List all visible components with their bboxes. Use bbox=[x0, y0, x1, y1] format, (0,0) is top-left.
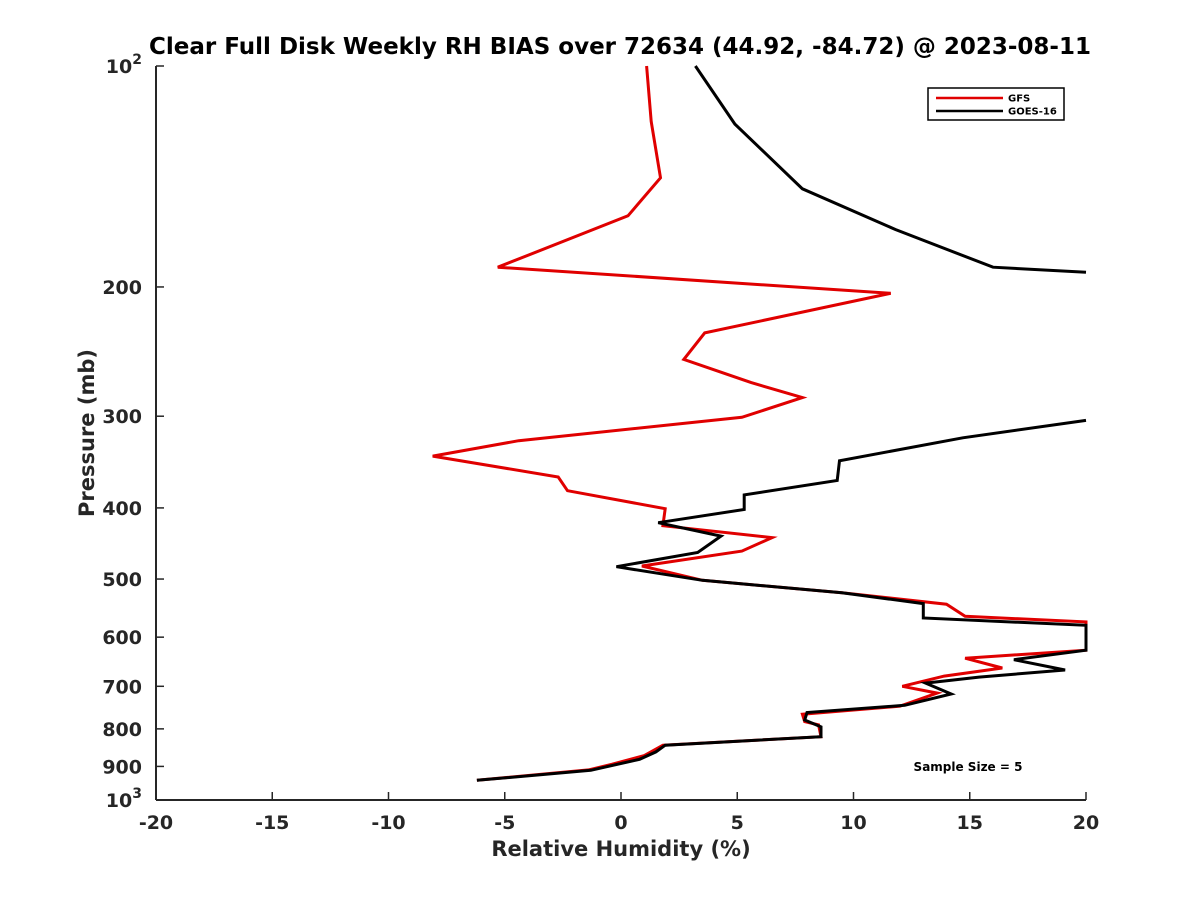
y-tick-label: 103 bbox=[106, 786, 142, 812]
legend-label-goes16: GOES-16 bbox=[1008, 107, 1057, 118]
x-tick-label: -15 bbox=[255, 812, 289, 834]
y-tick-exponent: 2 bbox=[132, 52, 142, 68]
x-axis-label: Relative Humidity (%) bbox=[491, 837, 750, 861]
y-tick-label: 102 bbox=[106, 52, 142, 78]
chart-title: Clear Full Disk Weekly RH BIAS over 7263… bbox=[149, 34, 1091, 60]
legend: GFS GOES-16 bbox=[927, 87, 1065, 121]
y-tick-label: 800 bbox=[102, 719, 142, 741]
y-tick-label: 600 bbox=[102, 627, 142, 649]
x-tick-label: -20 bbox=[139, 812, 173, 834]
sample-size-annotation: Sample Size = 5 bbox=[914, 760, 1023, 774]
x-tick-label: -10 bbox=[371, 812, 405, 834]
y-tick-label: 700 bbox=[102, 676, 142, 698]
y-tick-label: 500 bbox=[102, 569, 142, 591]
legend-label-gfs: GFS bbox=[1008, 94, 1030, 105]
legend-box bbox=[927, 87, 1065, 121]
y-tick-label: 300 bbox=[102, 406, 142, 428]
y-tick-label: 400 bbox=[102, 498, 142, 520]
y-tick-exponent: 3 bbox=[132, 786, 142, 802]
y-tick-label: 900 bbox=[102, 756, 142, 778]
x-tick-label: 0 bbox=[614, 812, 627, 834]
series-line-goes16 bbox=[476, 65, 1088, 782]
y-tick-base: 10 bbox=[106, 790, 132, 812]
x-tick-label: 5 bbox=[731, 812, 744, 834]
series-layer bbox=[432, 65, 1088, 782]
y-tick-label: 200 bbox=[102, 277, 142, 299]
x-tick-label: 15 bbox=[957, 812, 983, 834]
x-tick-label: 20 bbox=[1073, 812, 1099, 834]
x-tick-label: -5 bbox=[494, 812, 515, 834]
y-tick-base: 10 bbox=[106, 56, 132, 78]
x-axis-ticks: -20 -15 -10 -5 0 5 10 15 20 bbox=[139, 792, 1099, 834]
y-axis-label: Pressure (mb) bbox=[75, 349, 99, 517]
x-tick-label: 10 bbox=[840, 812, 866, 834]
